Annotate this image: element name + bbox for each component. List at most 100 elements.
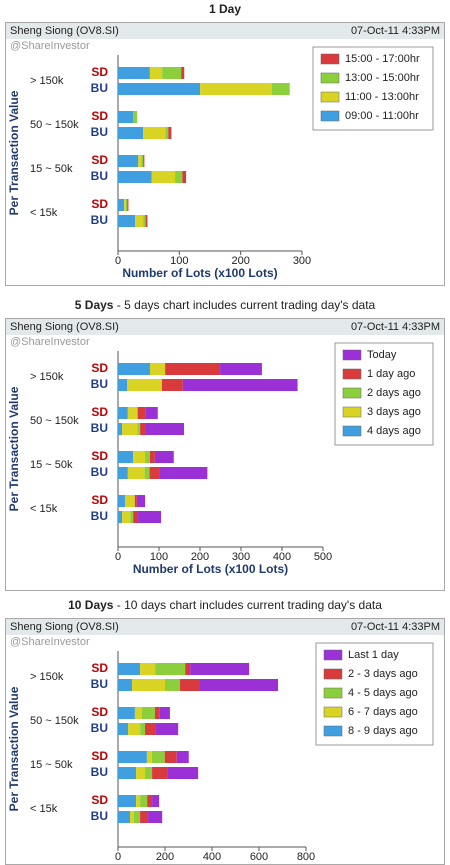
bar-segment: [159, 467, 208, 479]
panel-header: [6, 619, 444, 635]
bar-segment: [220, 363, 262, 375]
group-label: > 150k: [30, 75, 64, 87]
bar-segment: [140, 663, 156, 675]
x-tick-label: 400: [273, 551, 291, 563]
bar-segment: [118, 751, 147, 763]
bar-segment: [118, 495, 125, 507]
group-label: < 15k: [30, 207, 58, 219]
timestamp: 07-Oct-11 4:33PM: [351, 25, 440, 37]
legend-swatch: [323, 687, 343, 699]
bar-segment: [118, 363, 150, 375]
bar-segment: [176, 751, 189, 763]
legend-swatch: [342, 349, 362, 361]
legend-swatch: [320, 72, 340, 84]
bar-segment: [141, 707, 155, 719]
bar-segment: [118, 111, 134, 123]
bar-segment: [145, 723, 156, 735]
bar-segment: [155, 663, 186, 675]
legend-swatch: [320, 91, 340, 103]
category-label: BU: [91, 213, 108, 227]
bar-segment: [136, 495, 146, 507]
bar-segment: [118, 155, 139, 167]
x-axis-title: Number of Lots (x100 Lots): [133, 562, 288, 576]
bar-segment: [140, 423, 146, 435]
timestamp: 07-Oct-11 4:33PM: [351, 321, 440, 333]
chart-title: 5 Days - 5 days chart includes current t…: [75, 298, 376, 312]
category-label: SD: [91, 493, 108, 507]
panel-header: [6, 319, 444, 335]
legend-label: 2 - 3 days ago: [348, 668, 418, 680]
bar-segment: [151, 171, 176, 183]
bar-segment: [136, 795, 141, 807]
bar-segment: [140, 795, 148, 807]
x-tick-label: 200: [191, 551, 209, 563]
bar-segment: [146, 751, 152, 763]
bar-segment: [118, 767, 137, 779]
bar-segment: [118, 67, 150, 79]
x-tick-label: 800: [297, 851, 315, 863]
chart-title: 1 Day: [209, 2, 241, 16]
bar-segment: [200, 679, 279, 691]
stock-name: Sheng Siong (OV8.SI): [10, 621, 119, 633]
x-tick-label: 100: [150, 551, 168, 563]
bar-segment: [168, 127, 172, 139]
bar-segment: [152, 767, 168, 779]
bar-segment: [167, 767, 199, 779]
group-label: < 15k: [30, 803, 58, 815]
stock-name: Sheng Siong (OV8.SI): [10, 25, 119, 37]
bar-segment: [182, 171, 187, 183]
watermark: @ShareInvestor: [10, 636, 90, 648]
category-label: BU: [91, 677, 108, 691]
bar-segment: [118, 707, 135, 719]
legend-label: 15:00 - 17:00hr: [345, 53, 420, 65]
bar-segment: [145, 215, 148, 227]
legend-label: 4 - 5 days ago: [348, 687, 418, 699]
legend-label: 09:00 - 11:00hr: [345, 110, 419, 122]
x-tick-label: 300: [232, 551, 250, 563]
bar-segment: [185, 663, 191, 675]
category-label: BU: [91, 125, 108, 139]
x-tick-label: 200: [156, 851, 174, 863]
legend-label: 3 days ago: [367, 406, 421, 418]
bar-segment: [149, 67, 163, 79]
bar-segment: [143, 215, 146, 227]
legend-label: 11:00 - 13:00hr: [345, 91, 419, 103]
bar-segment: [137, 423, 141, 435]
category-label: SD: [91, 361, 108, 375]
category-label: BU: [91, 169, 108, 183]
bar-segment: [165, 127, 169, 139]
category-label: BU: [91, 465, 108, 479]
bar-segment: [122, 511, 131, 523]
bar-segment: [127, 467, 145, 479]
bar-segment: [165, 679, 181, 691]
y-axis-title: Per Transaction Value: [7, 686, 21, 811]
chart-title: 10 Days - 10 days chart includes current…: [68, 598, 382, 612]
bar-segment: [143, 155, 145, 167]
bar-segment: [149, 451, 155, 463]
title-sub: - 5 days chart includes current trading …: [113, 298, 375, 312]
legend-label: 2 days ago: [367, 387, 421, 399]
bar-segment: [135, 215, 144, 227]
legend-swatch: [320, 110, 340, 122]
bar-segment: [149, 363, 166, 375]
bar-segment: [149, 467, 160, 479]
bar-segment: [141, 155, 144, 167]
bar-segment: [122, 423, 138, 435]
title-main: 10 Days: [68, 598, 114, 612]
bar-segment: [118, 171, 152, 183]
x-tick-label: 600: [250, 851, 268, 863]
group-label: < 15k: [30, 503, 58, 515]
group-label: 50 ~ 150k: [30, 715, 79, 727]
bar-segment: [134, 495, 137, 507]
bar-segment: [145, 451, 150, 463]
legend-swatch: [320, 53, 340, 65]
y-axis-title: Per Transaction Value: [7, 386, 21, 511]
bar-segment: [161, 379, 183, 391]
bar-segment: [118, 423, 123, 435]
bar-segment: [145, 423, 185, 435]
group-label: 50 ~ 150k: [30, 415, 79, 427]
category-label: SD: [91, 449, 108, 463]
bar-segment: [128, 723, 141, 735]
stock-name: Sheng Siong (OV8.SI): [10, 321, 119, 333]
